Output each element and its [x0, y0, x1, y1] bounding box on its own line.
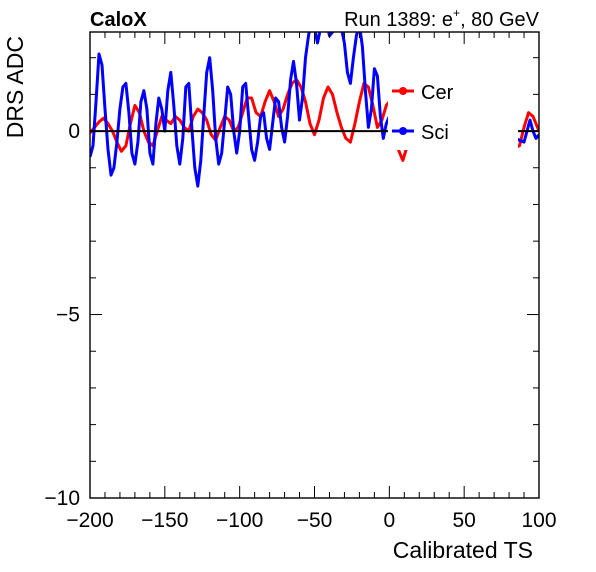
legend-marker-cer	[399, 87, 407, 95]
y-tick-label: 0	[68, 120, 80, 143]
x-tick-labels: −200 −150 −100 −50 0 50 100	[66, 509, 556, 532]
x-tick-label: −150	[141, 509, 188, 532]
chart-title-right: Run 1389: e+, 80 GeV	[344, 6, 540, 31]
legend-label-cer: Cer	[421, 82, 454, 104]
x-tick-label: −50	[297, 509, 333, 532]
legend: Cer Sci	[388, 72, 518, 150]
legend-label-sci: Sci	[421, 122, 449, 144]
chart-title-right-sup: +	[453, 6, 460, 20]
x-tick-label: −100	[216, 509, 263, 532]
chart-title-right-main: Run 1389: e	[344, 9, 453, 31]
x-tick-label: 100	[521, 509, 556, 532]
y-axis-title: DRS ADC	[2, 36, 28, 138]
x-tick-label: −200	[66, 509, 113, 532]
legend-marker-sci	[399, 127, 407, 135]
chart-title-right-suffix: , 80 GeV	[460, 9, 540, 31]
y-tick-labels: 0 −5 −10	[44, 120, 80, 510]
x-tick-label: 0	[383, 509, 395, 532]
x-tick-label: 50	[452, 509, 475, 532]
y-tick-label: −5	[56, 304, 80, 327]
y-tick-label: −10	[44, 487, 80, 510]
chart-title-left: CaloX	[90, 9, 147, 31]
x-axis-title: Calibrated TS	[393, 537, 533, 563]
